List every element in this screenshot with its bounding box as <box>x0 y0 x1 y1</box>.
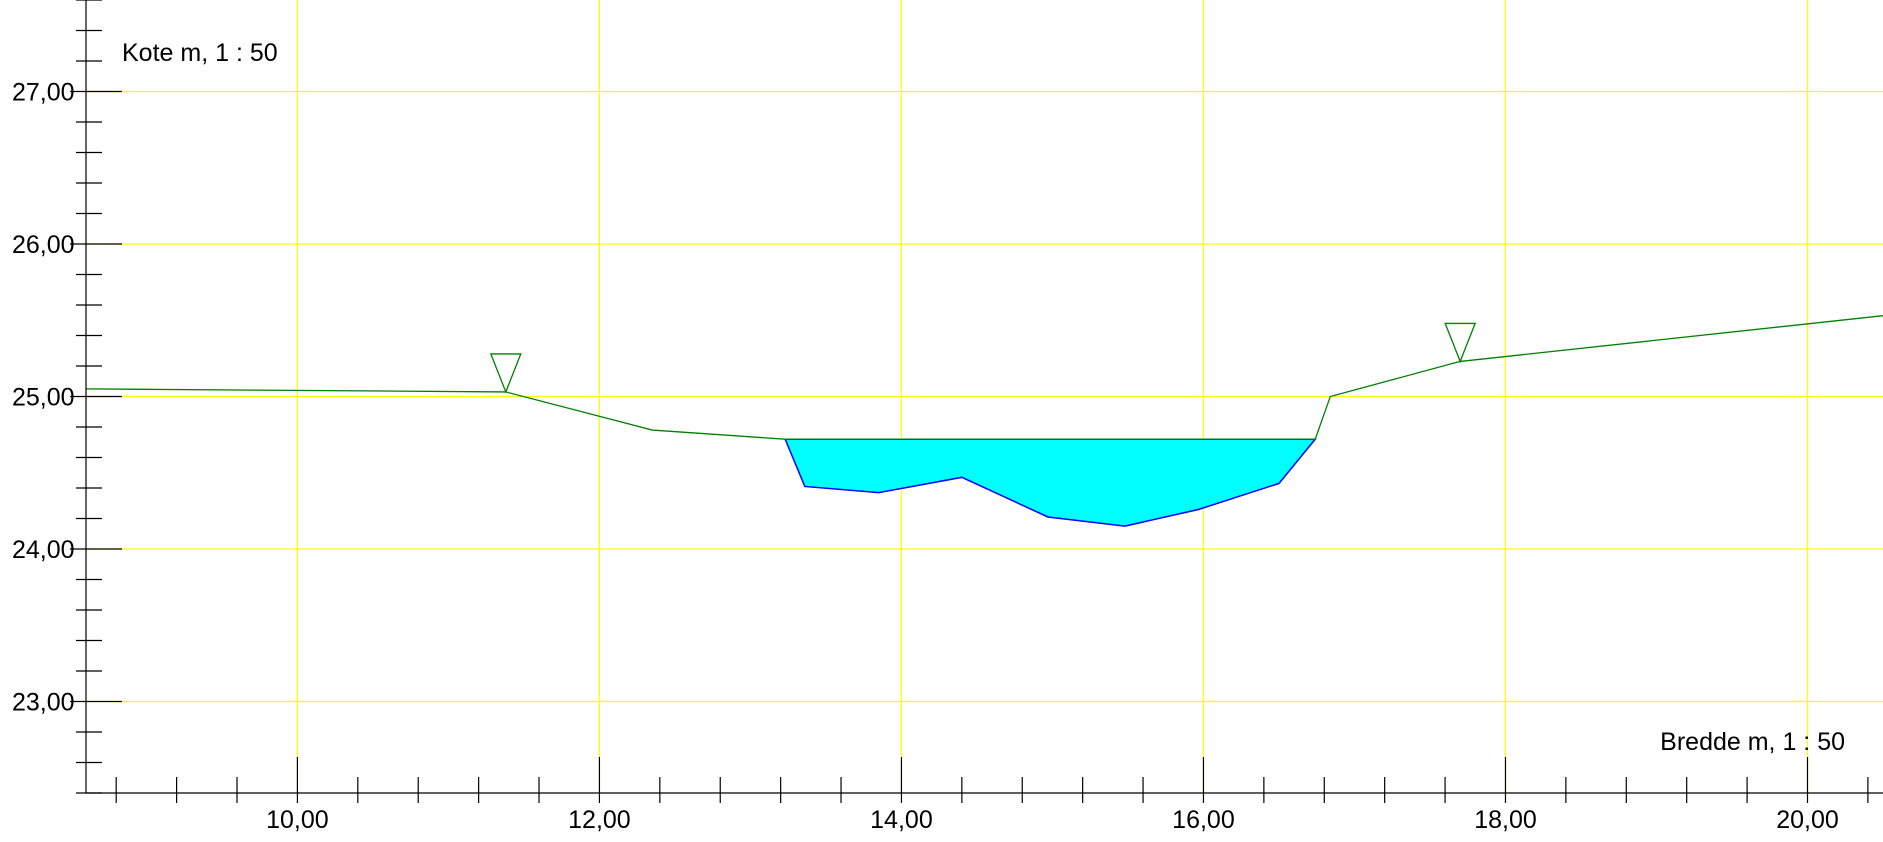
y-tick-label: 27,00 <box>12 79 75 107</box>
y-tick-label: 23,00 <box>12 689 75 717</box>
x-tick-label: 18,00 <box>1474 806 1537 834</box>
x-axis-label: Bredde m, 1 : 50 <box>1660 728 1845 756</box>
terrain-profile <box>85 315 1883 440</box>
tick-labels: 23,00 24,00 25,00 26,00 27,00 10,00 12,00 14,00… <box>12 79 1839 835</box>
x-tick-label: 16,00 <box>1172 806 1235 834</box>
x-tick-label: 12,00 <box>568 806 631 834</box>
axes <box>70 0 1883 803</box>
y-tick-label: 26,00 <box>12 231 75 259</box>
terrain-line <box>85 315 1883 440</box>
x-tick-label: 20,00 <box>1776 806 1839 834</box>
water-polygon <box>784 438 1317 527</box>
y-tick-label: 25,00 <box>12 384 75 412</box>
x-tick-label: 14,00 <box>870 806 933 834</box>
bank-marker-triangle <box>489 353 522 394</box>
bank-marker-triangle <box>1444 322 1477 364</box>
x-tick-label: 10,00 <box>266 806 329 834</box>
y-tick-label: 24,00 <box>12 536 75 564</box>
grid <box>86 0 1883 793</box>
y-axis-label: Kote m, 1 : 50 <box>122 39 278 67</box>
water-area <box>784 438 1317 527</box>
bank-markers <box>489 322 1477 394</box>
